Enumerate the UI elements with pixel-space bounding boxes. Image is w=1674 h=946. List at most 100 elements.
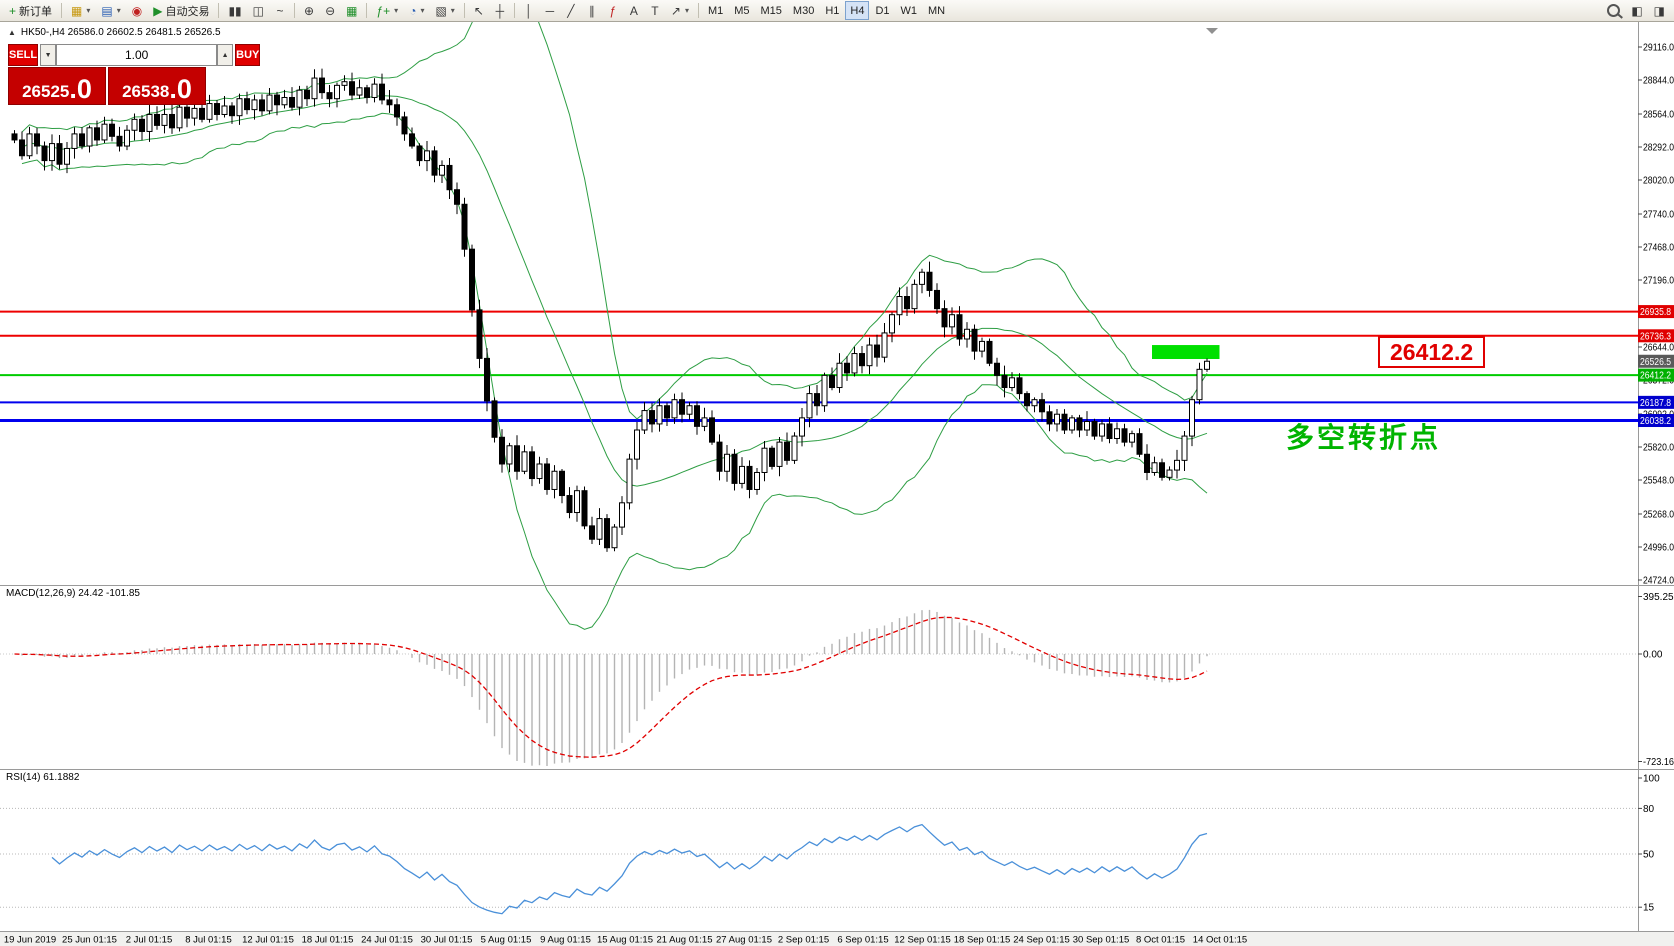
- arrows-button[interactable]: ↗ ▾: [666, 1, 694, 20]
- fibonacci-icon: ƒ: [609, 3, 617, 18]
- cursor-button[interactable]: ↖: [469, 1, 489, 20]
- chart-shift-marker[interactable]: [1206, 28, 1218, 34]
- price-axis: 29116.0 28844.0 28564.0 28292.0 28020.0 27740…: [1638, 43, 1674, 914]
- svg-text:30 Jul 01:15: 30 Jul 01:15: [421, 935, 473, 946]
- timeframe-button-M5[interactable]: M5: [729, 1, 754, 20]
- line-chart-icon: ~: [276, 3, 284, 18]
- zoom-out-button[interactable]: ⊖: [320, 1, 340, 20]
- auto-trading-button[interactable]: ▶ 自动交易: [148, 1, 214, 20]
- svg-text:2 Sep 01:15: 2 Sep 01:15: [778, 935, 829, 946]
- layout-b-icon: ◨: [1653, 3, 1665, 18]
- channel-button[interactable]: ∥: [582, 1, 602, 20]
- sound-button[interactable]: ◉: [127, 1, 147, 20]
- new-chart-button[interactable]: ▦ ▾: [66, 1, 95, 20]
- main-toolbar: + 新订单 ▦ ▾ ▤ ▾ ◉ ▶ 自动交易 ▮▮ ◫ ~ ⊕ ⊖ ▦ ƒ+ ▾: [0, 0, 1674, 22]
- svg-text:28020.0: 28020.0: [1643, 176, 1674, 187]
- candlestick-chart-button[interactable]: ◫: [248, 1, 269, 20]
- svg-text:395.25: 395.25: [1643, 592, 1674, 603]
- profiles-icon: ▤: [101, 3, 113, 18]
- macd-pane: [0, 596, 1642, 766]
- horizontal-line-icon: ─: [545, 3, 555, 18]
- search-button[interactable]: [1602, 1, 1625, 20]
- bar-chart-button[interactable]: ▮▮: [223, 1, 246, 20]
- cursor-icon: ↖: [473, 3, 484, 18]
- chevron-down-icon: ▾: [684, 6, 689, 15]
- timeframe-button-M15[interactable]: M15: [756, 1, 787, 20]
- zoom-in-button[interactable]: ⊕: [299, 1, 319, 20]
- arrows-icon: ↗: [670, 3, 681, 18]
- templates-button[interactable]: ▧ ▾: [430, 1, 459, 20]
- svg-text:18 Jul 01:15: 18 Jul 01:15: [302, 935, 354, 946]
- volume-down-button[interactable]: ▼: [40, 44, 57, 66]
- timeframe-button-W1[interactable]: W1: [896, 1, 923, 20]
- svg-text:26187.8: 26187.8: [1640, 398, 1671, 409]
- buy-price-frac: .0: [169, 74, 192, 105]
- new-order-button[interactable]: + 新订单: [4, 1, 57, 20]
- svg-text:24 Jul 01:15: 24 Jul 01:15: [361, 935, 413, 946]
- price-tag: [1638, 395, 1674, 409]
- buy-button[interactable]: BUY: [235, 44, 261, 66]
- symbol-ohlc-text: HK50-,H4 26586.0 26602.5 26481.5 26526.5: [20, 27, 221, 38]
- layout-a-icon: ◧: [1631, 3, 1643, 18]
- one-click-collapse-icon[interactable]: ▲: [8, 28, 16, 37]
- text-button[interactable]: A: [624, 1, 644, 20]
- crosshair-button[interactable]: ┼: [490, 1, 510, 20]
- candles: [11, 68, 1210, 552]
- price-tag: [1638, 305, 1674, 319]
- bollinger-lower: [21, 112, 1208, 630]
- bollinger-upper: [21, 22, 1208, 420]
- price-tag: [1638, 414, 1674, 428]
- separator: [61, 3, 63, 18]
- volume-input[interactable]: [56, 44, 218, 66]
- layout-b-button[interactable]: ◨: [1649, 1, 1670, 20]
- chart-canvas[interactable]: 29116.0 28844.0 28564.0 28292.0 28020.0 27740…: [0, 22, 1674, 946]
- svg-text:100: 100: [1643, 774, 1660, 785]
- sell-price-button[interactable]: 26525.0: [8, 67, 106, 105]
- svg-text:27 Aug 01:15: 27 Aug 01:15: [716, 935, 772, 946]
- vertical-line-icon: │: [525, 3, 533, 18]
- timeframe-button-H1[interactable]: H1: [820, 1, 844, 20]
- svg-text:25268.0: 25268.0: [1643, 509, 1674, 520]
- svg-text:26038.2: 26038.2: [1640, 416, 1671, 427]
- svg-text:5 Aug 01:15: 5 Aug 01:15: [481, 935, 532, 946]
- auto-trading-icon: ▶: [153, 3, 163, 18]
- line-chart-button[interactable]: ~: [270, 1, 290, 20]
- chevron-down-icon: ▾: [86, 6, 91, 15]
- svg-text:25820.0: 25820.0: [1643, 442, 1674, 453]
- profiles-button[interactable]: ▤ ▾: [96, 1, 125, 20]
- svg-text:26412.2: 26412.2: [1640, 371, 1671, 382]
- timeframe-button-M1[interactable]: M1: [703, 1, 728, 20]
- timeframe-button-H4[interactable]: H4: [845, 1, 870, 20]
- horizontal-line-button[interactable]: ─: [540, 1, 560, 20]
- buy-price: 26538: [122, 82, 170, 102]
- svg-text:21 Aug 01:15: 21 Aug 01:15: [657, 935, 713, 946]
- timeframe-button-MN[interactable]: MN: [923, 1, 950, 20]
- volume-up-button[interactable]: ▲: [217, 44, 234, 66]
- svg-text:24724.0: 24724.0: [1643, 576, 1674, 587]
- svg-text:50: 50: [1643, 850, 1655, 861]
- buy-price-button[interactable]: 26538.0: [108, 67, 206, 105]
- svg-text:28292.0: 28292.0: [1643, 142, 1674, 153]
- svg-text:-723.16: -723.16: [1643, 757, 1674, 768]
- indicators-button[interactable]: ƒ+ ▾: [371, 1, 403, 20]
- templates-icon: ▧: [435, 3, 447, 18]
- timeframe-button-M30[interactable]: M30: [788, 1, 819, 20]
- trend-line-button[interactable]: ╱: [561, 1, 581, 20]
- text-label-button[interactable]: T: [645, 1, 665, 20]
- timeframe-button-D1[interactable]: D1: [870, 1, 894, 20]
- tile-windows-button[interactable]: ▦: [341, 1, 362, 20]
- highlight-zone[interactable]: [1152, 345, 1220, 360]
- bar-chart-icon: ▮▮: [228, 3, 242, 18]
- timeframe-group: M1 M5 M15 M30 H1 H4 D1 W1 MN: [703, 1, 950, 20]
- svg-text:27740.0: 27740.0: [1643, 209, 1674, 220]
- layout-a-button[interactable]: ◧: [1626, 1, 1647, 20]
- vertical-line-button[interactable]: │: [519, 1, 539, 20]
- periods-button[interactable]: ◔ ▾: [404, 1, 429, 20]
- sell-button[interactable]: SELL: [8, 44, 39, 66]
- fibonacci-button[interactable]: ƒ: [603, 1, 623, 20]
- price-level-callout[interactable]: 26412.2: [1378, 336, 1486, 369]
- trend-line-icon: ╱: [567, 3, 575, 18]
- separator: [218, 3, 220, 18]
- svg-text:26644.0: 26644.0: [1643, 342, 1674, 353]
